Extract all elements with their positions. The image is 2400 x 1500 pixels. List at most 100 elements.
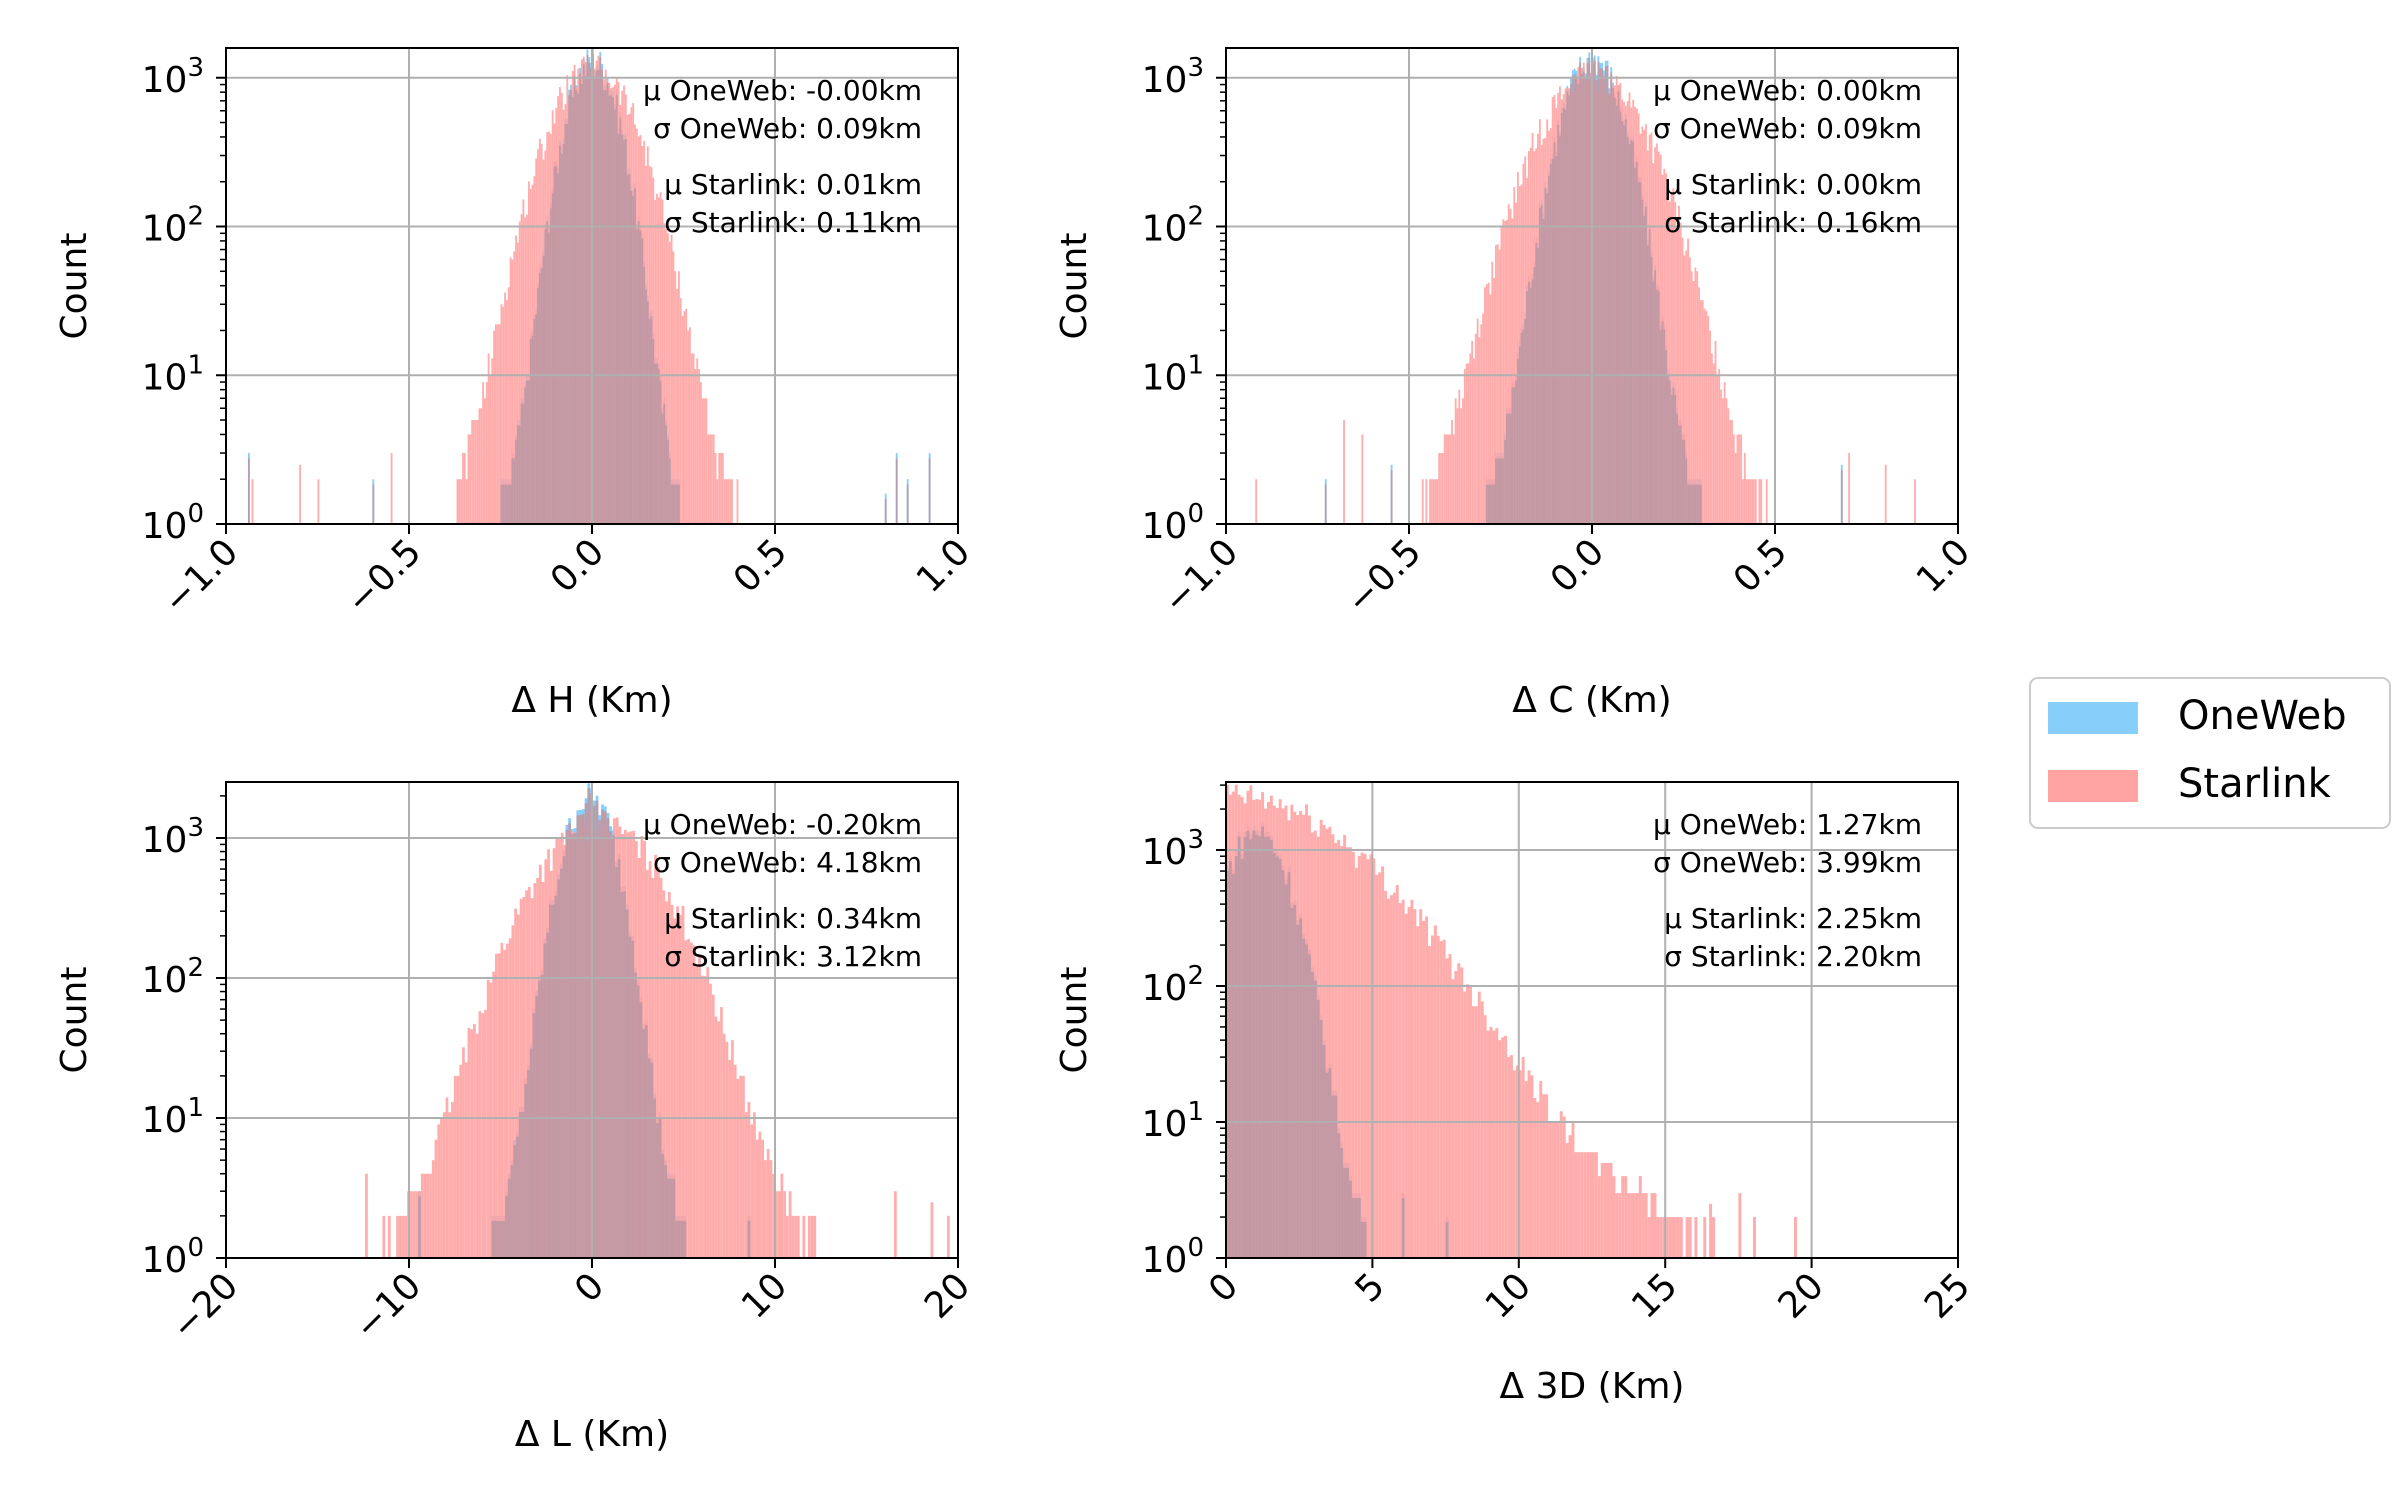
hist-bar-overlap — [1511, 387, 1514, 524]
hist-bar-overlap — [581, 84, 583, 524]
hist-bar-starlink — [1747, 479, 1750, 524]
hist-bar-overlap — [524, 387, 527, 524]
y-tick-label: 102 — [1142, 202, 1204, 250]
hist-bar-starlink — [495, 324, 497, 524]
hist-bar-starlink — [744, 1112, 748, 1258]
hist-bar-starlink — [516, 914, 520, 1258]
hist-bar-starlink — [807, 1215, 811, 1258]
histogram-bars — [365, 783, 950, 1258]
hist-bar-overlap — [496, 1220, 500, 1258]
hist-bar-starlink — [524, 217, 527, 524]
hist-bar-starlink — [1676, 229, 1679, 524]
hist-bar-overlap — [571, 97, 574, 524]
hist-bar-starlink — [1334, 842, 1338, 1258]
x-tick-label: 25 — [1917, 1265, 1978, 1326]
hist-bar-overlap — [628, 174, 631, 524]
hist-bar-starlink — [508, 938, 512, 1258]
hist-bar-starlink — [1473, 358, 1475, 524]
hist-bar-overlap — [1588, 57, 1591, 524]
hist-bar-starlink — [463, 453, 466, 524]
hist-bar-starlink — [707, 434, 710, 524]
hist-bar-starlink — [1765, 479, 1768, 524]
hist-bar-overlap — [608, 95, 611, 524]
hist-bar-overlap — [1240, 858, 1244, 1258]
hist-bar-starlink — [1433, 925, 1437, 1258]
hist-bar-starlink — [1322, 824, 1326, 1258]
hist-bar-starlink — [791, 1215, 795, 1258]
hist-bar-starlink — [426, 1173, 430, 1258]
y-tick-label: 101 — [142, 1093, 204, 1141]
hist-bar-starlink — [772, 1173, 775, 1258]
hist-bar-overlap — [418, 1196, 421, 1258]
hist-bar-starlink — [733, 1064, 737, 1258]
hist-bar-overlap — [1535, 243, 1538, 524]
hist-bar-starlink — [718, 453, 721, 524]
hist-bar-starlink — [484, 398, 486, 524]
hist-bar-overlap — [667, 1178, 670, 1258]
hist-bar-starlink — [1493, 278, 1496, 524]
hist-bar-starlink — [1480, 1001, 1484, 1258]
hist-bar-starlink — [1692, 281, 1695, 524]
hist-bar-starlink — [511, 925, 515, 1258]
hist-bar-starlink — [1615, 1193, 1619, 1258]
hist-bar-overlap — [1537, 247, 1539, 524]
hist-bar-overlap — [511, 458, 514, 524]
hist-bar-overlap — [678, 484, 680, 524]
hist-bar-overlap — [1299, 918, 1303, 1258]
hist-bar-starlink — [947, 1215, 950, 1258]
hist-bar-overlap — [1504, 439, 1506, 524]
y-tick-label: 101 — [1142, 350, 1204, 398]
hist-bar-starlink — [299, 464, 302, 524]
x-axis-label: Δ 3D (Km) — [1500, 1366, 1685, 1407]
hist-bar-overlap — [645, 1025, 648, 1258]
hist-bar-overlap — [1255, 834, 1259, 1258]
hist-bar-starlink — [1545, 1094, 1549, 1258]
hist-bar-starlink — [674, 271, 677, 524]
hist-bar-starlink — [661, 199, 664, 524]
hist-bar-starlink — [1495, 245, 1497, 524]
hist-bar-starlink — [434, 1139, 438, 1258]
hist-bar-starlink — [1670, 191, 1673, 524]
hist-bar-overlap — [1681, 439, 1684, 524]
hist-bar-overlap — [584, 75, 587, 524]
x-tick-label: 10 — [1478, 1265, 1539, 1326]
hist-bar-overlap — [546, 932, 549, 1258]
hist-bar-overlap — [516, 425, 519, 524]
hist-bar-overlap — [884, 499, 887, 524]
hist-bar-overlap — [632, 196, 635, 524]
hist-bar-starlink — [515, 235, 517, 524]
hist-bar-starlink — [753, 1112, 756, 1258]
hist-bar-starlink — [1794, 1217, 1797, 1258]
hist-bar-overlap — [613, 109, 616, 524]
hist-bar-starlink — [1720, 389, 1722, 524]
hist-bar-starlink — [761, 1139, 765, 1258]
hist-bar-starlink — [1848, 453, 1851, 524]
hist-bar-starlink — [667, 892, 671, 1258]
hist-bar-starlink — [1456, 408, 1459, 524]
hist-bar-starlink — [1673, 1217, 1677, 1258]
hist-bar-overlap — [1284, 884, 1288, 1258]
hist-bar-starlink — [736, 479, 739, 524]
hist-bar-overlap — [650, 316, 653, 524]
hist-bar-starlink — [1884, 464, 1887, 524]
hist-bar-starlink — [1542, 1094, 1546, 1258]
hist-bar-starlink — [1688, 257, 1691, 524]
hist-bar-starlink — [766, 1149, 770, 1258]
hist-bar-overlap — [576, 815, 580, 1258]
hist-bar-starlink — [659, 192, 662, 524]
hist-bar-overlap — [1688, 484, 1691, 524]
hist-bar-starlink — [317, 479, 320, 524]
hist-bar-overlap — [661, 1154, 665, 1258]
hist-bar-overlap — [505, 484, 508, 524]
hist-bar-overlap — [636, 985, 640, 1258]
hist-bar-overlap — [1324, 484, 1327, 524]
hist-bar-starlink — [1740, 434, 1743, 524]
hist-bar-starlink — [654, 199, 657, 524]
hist-bar-starlink — [1676, 1217, 1680, 1258]
hist-bar-starlink — [1419, 909, 1423, 1258]
hist-bar-overlap — [507, 484, 510, 524]
hist-bar-overlap — [573, 833, 577, 1258]
hist-bar-starlink — [1474, 333, 1477, 524]
hist-bar-starlink — [1551, 1122, 1554, 1258]
hist-bar-overlap — [544, 229, 547, 524]
